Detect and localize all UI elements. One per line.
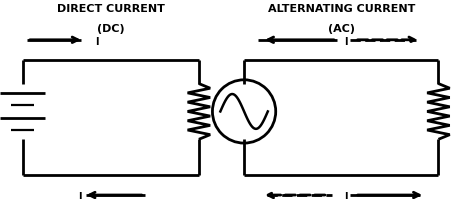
Text: I: I (343, 37, 347, 47)
Text: I: I (95, 37, 98, 47)
Text: ALTERNATING CURRENT: ALTERNATING CURRENT (267, 4, 414, 14)
Text: I: I (78, 192, 81, 199)
Text: (AC): (AC) (327, 24, 354, 34)
Text: (DC): (DC) (97, 24, 124, 34)
Text: DIRECT CURRENT: DIRECT CURRENT (57, 4, 164, 14)
Text: I: I (343, 192, 347, 199)
